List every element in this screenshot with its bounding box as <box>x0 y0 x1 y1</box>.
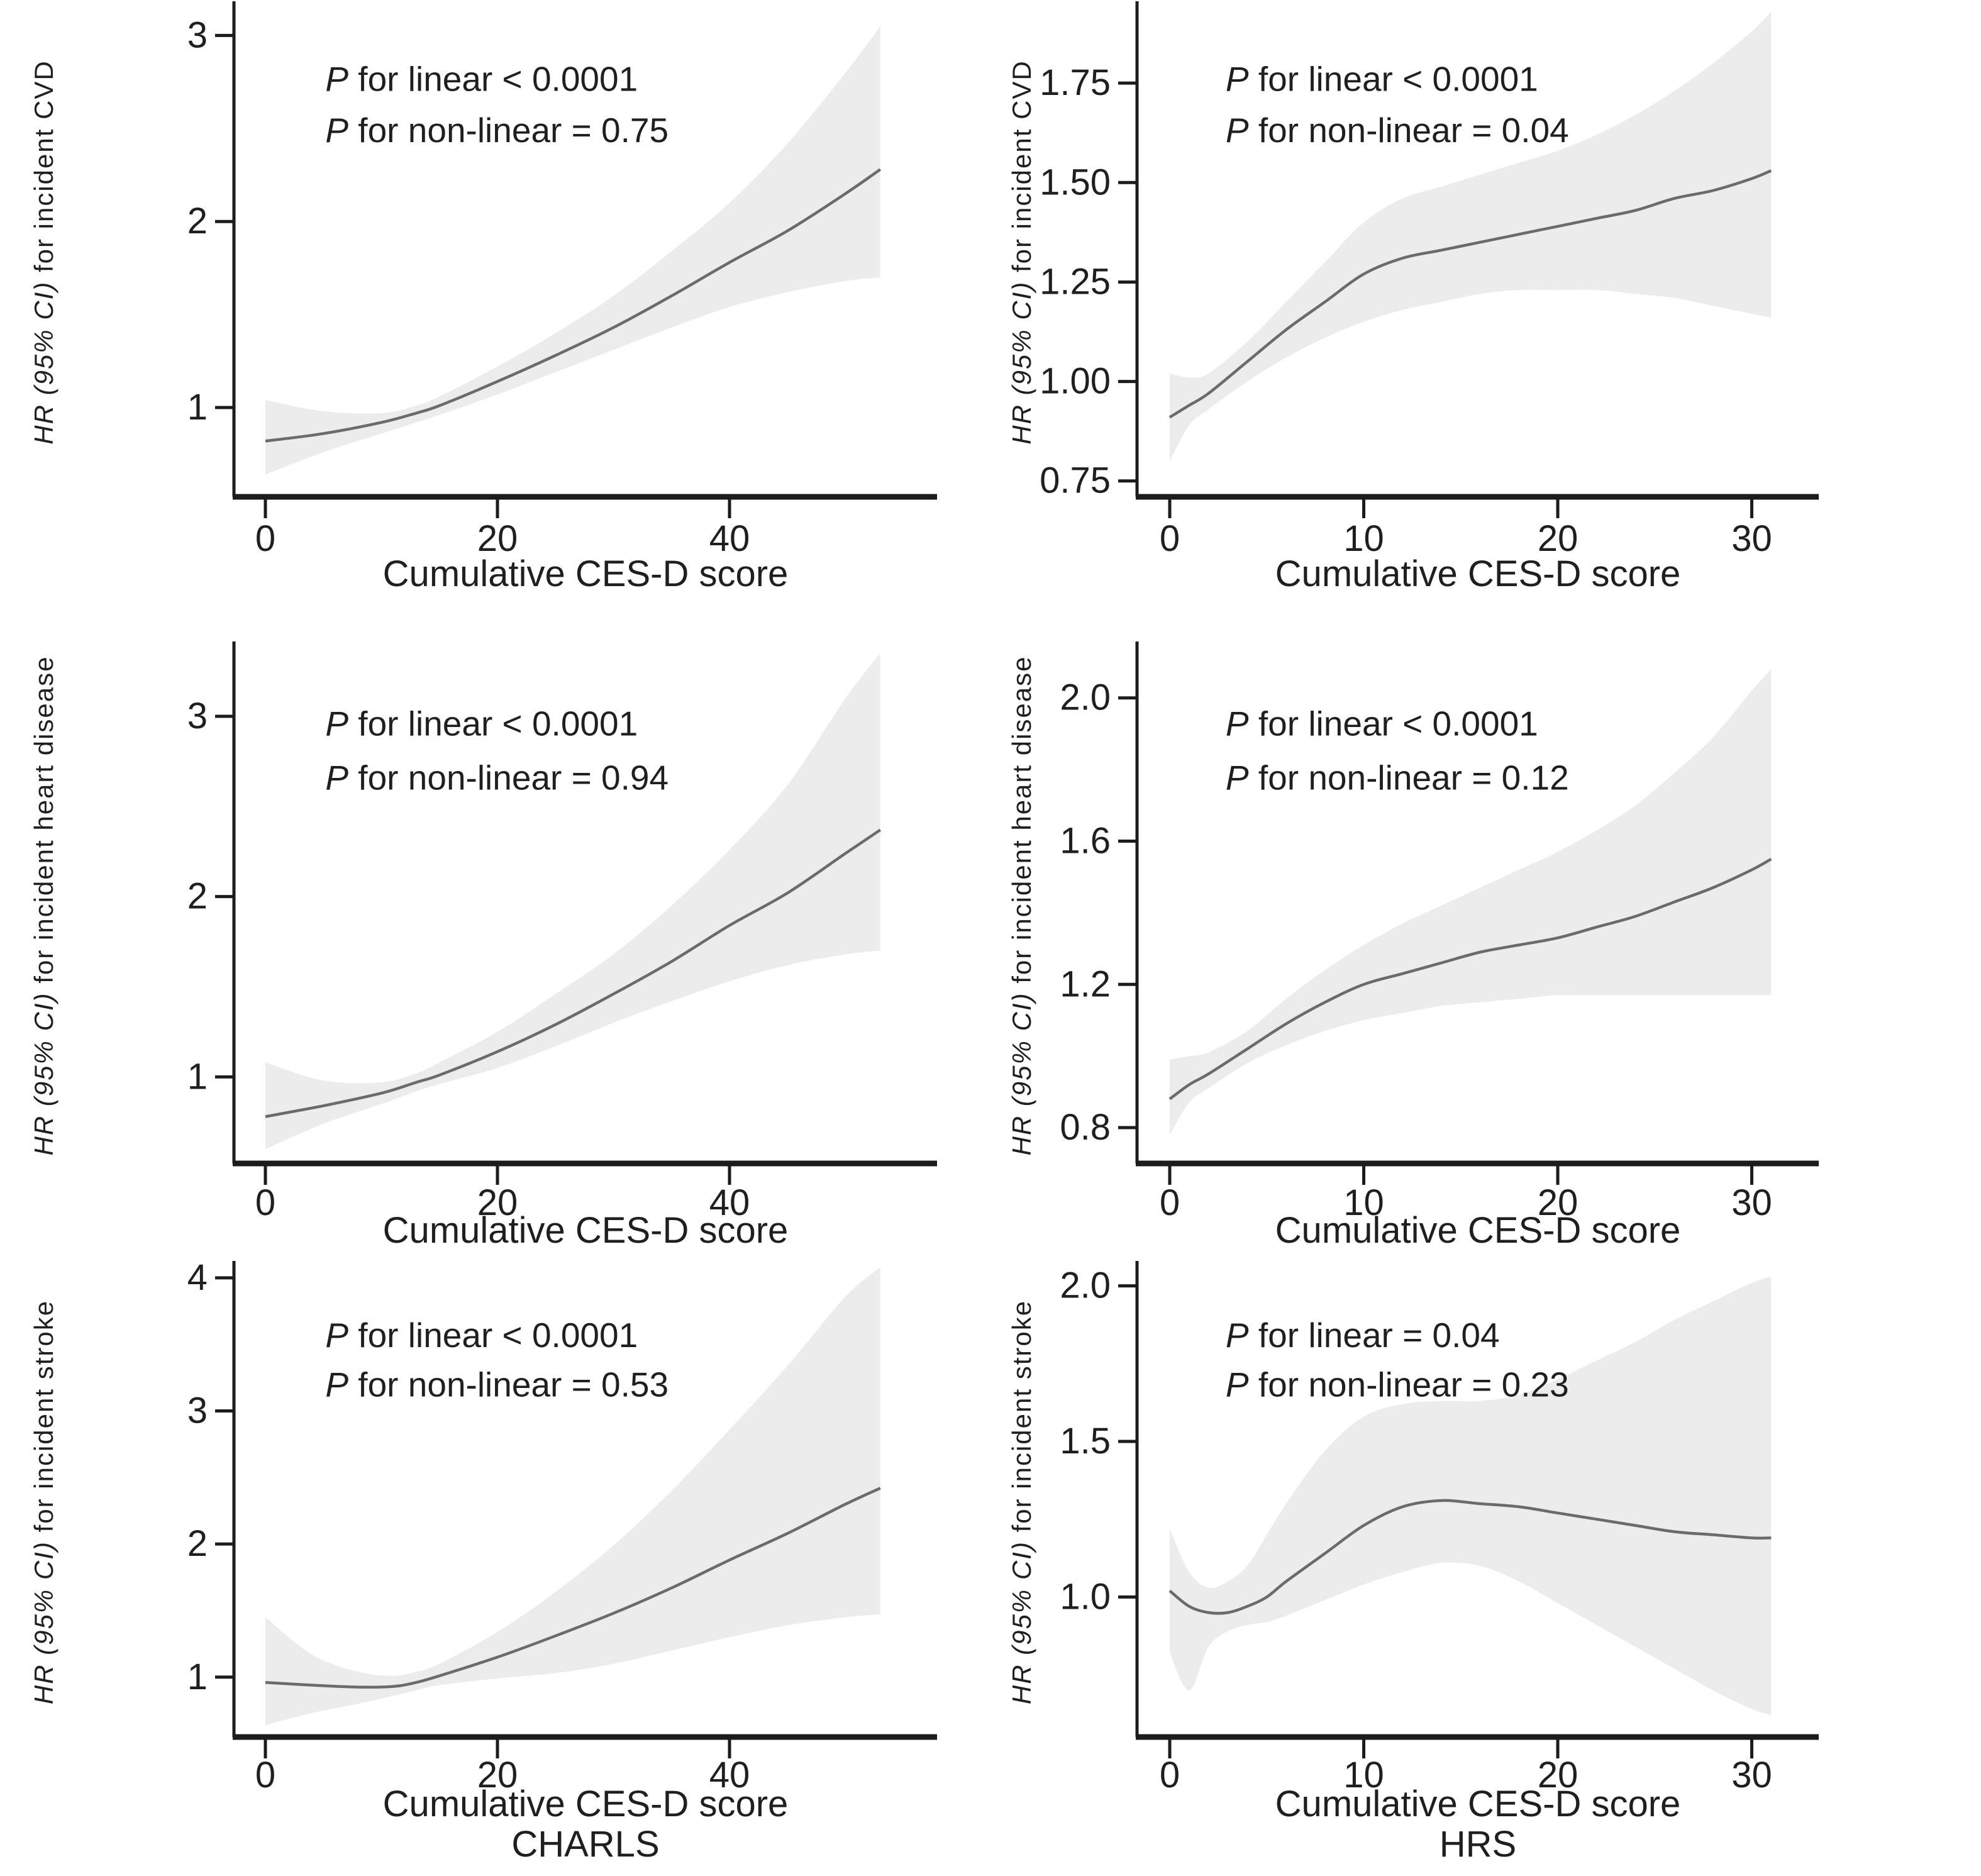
x-tick-label: 20 <box>477 518 518 559</box>
hr-curve <box>1168 1499 1772 1615</box>
x-tick-label: 40 <box>709 1182 750 1223</box>
x-axis-title: Cumulative CES-D score <box>383 553 789 594</box>
x-tick-label: 20 <box>477 1755 518 1796</box>
x-tick-label: 0 <box>1160 1755 1180 1796</box>
y-tick-label: 1.6 <box>1060 821 1111 862</box>
panel-charls-heart-disease: 1 2 3 0 20 40 P for linear < 0.0001 P for non-l… <box>0 604 991 1258</box>
y-axis-title: HR (95% CI) for incident CVD <box>1007 60 1036 445</box>
x-tick-label: 20 <box>1538 518 1579 559</box>
charls-cvd-chart: 1 2 3 0 20 40 P for linear < 0.0001 P for non-l… <box>29 1 937 594</box>
y-tick-label: 2 <box>187 876 208 917</box>
x-tick-label: 0 <box>255 1182 275 1223</box>
ci-band <box>265 26 880 475</box>
panel-hrs-stroke: 1.0 1.5 2.0 0 10 20 30 P for linear = 0.04 P for… <box>991 1258 1981 1876</box>
y-tick-label: 2 <box>187 1523 208 1564</box>
p-nonlinear-annotation: P for non-linear = 0.53 <box>325 1365 669 1404</box>
x-axis-title: Cumulative CES-D score <box>1275 553 1681 594</box>
y-axis-title: HR (95% CI) for incident heart disease <box>29 656 58 1156</box>
y-tick-label: 1.75 <box>1040 62 1111 103</box>
cohort-label: CHARLS <box>511 1824 659 1865</box>
y-tick-label: 3 <box>187 696 208 736</box>
cohort-label: HRS <box>1440 1824 1516 1865</box>
y-tick-label: 2.0 <box>1060 677 1111 718</box>
y-axis-title: HR (95% CI) for incident heart disease <box>1007 656 1036 1156</box>
x-tick-label: 10 <box>1343 1182 1384 1223</box>
ci-band <box>1170 11 1772 462</box>
x-tick-label: 0 <box>1160 1182 1180 1223</box>
y-tick-label: 2.0 <box>1060 1265 1111 1306</box>
x-tick-label: 20 <box>1538 1182 1579 1223</box>
y-tick-label: 1.0 <box>1060 1576 1111 1617</box>
x-axis-title: Cumulative CES-D score <box>383 1210 789 1251</box>
y-axis-title: HR (95% CI) for incident stroke <box>29 1300 58 1704</box>
p-linear-annotation: P for linear < 0.0001 <box>1226 704 1538 743</box>
y-tick-label: 0.8 <box>1060 1107 1111 1148</box>
y-tick-label: 1 <box>187 387 208 428</box>
hr-curve <box>265 828 882 1118</box>
ci-band <box>1170 1276 1772 1716</box>
ci-band <box>1170 669 1772 1135</box>
y-tick-label: 1 <box>187 1657 208 1697</box>
p-linear-annotation: P for linear < 0.0001 <box>1226 59 1538 98</box>
y-tick-label: 4 <box>187 1258 208 1298</box>
hr-curve <box>1168 169 1772 419</box>
x-tick-label: 0 <box>1160 518 1180 559</box>
panel-hrs-cvd: 0.75 1.00 1.25 1.50 1.75 0 10 20 30 P for linear … <box>991 0 1981 604</box>
x-axis-title: Cumulative CES-D score <box>383 1784 789 1824</box>
p-linear-annotation: P for linear < 0.0001 <box>325 704 638 743</box>
hrs-cvd-chart: 0.75 1.00 1.25 1.50 1.75 0 10 20 30 P for linear … <box>1007 1 1819 594</box>
y-tick-label: 3 <box>187 1390 208 1431</box>
y-axis-title: HR (95% CI) for incident stroke <box>1007 1300 1036 1704</box>
x-tick-label: 10 <box>1343 1755 1384 1796</box>
p-linear-annotation: P for linear < 0.0001 <box>325 1316 638 1355</box>
x-axis-title: Cumulative CES-D score <box>1275 1210 1681 1251</box>
p-nonlinear-annotation: P for non-linear = 0.04 <box>1226 111 1569 150</box>
x-tick-label: 30 <box>1731 1755 1772 1796</box>
p-nonlinear-annotation: P for non-linear = 0.94 <box>325 758 669 797</box>
panel-hrs-heart-disease: 0.8 1.2 1.6 2.0 0 10 20 30 P for linear < 0.0001… <box>991 604 1981 1258</box>
hr-curve <box>1168 858 1772 1101</box>
y-tick-label: 2 <box>187 201 208 241</box>
hrs-heart-disease-chart: 0.8 1.2 1.6 2.0 0 10 20 30 P for linear < 0.0001… <box>1007 641 1819 1251</box>
x-tick-label: 30 <box>1731 1182 1772 1223</box>
p-linear-annotation: P for linear = 0.04 <box>1226 1316 1500 1355</box>
y-axis-title: HR (95% CI) for incident CVD <box>29 60 58 445</box>
hr-curve <box>265 1487 881 1689</box>
hr-curve <box>265 168 882 443</box>
x-tick-label: 40 <box>709 1755 750 1796</box>
y-tick-label: 3 <box>187 14 208 55</box>
x-tick-label: 0 <box>255 518 275 559</box>
p-nonlinear-annotation: P for non-linear = 0.23 <box>1226 1365 1569 1404</box>
p-linear-annotation: P for linear < 0.0001 <box>325 59 638 98</box>
charls-heart-disease-chart: 1 2 3 0 20 40 P for linear < 0.0001 P for non-l… <box>29 641 937 1251</box>
panel-charls-cvd: 1 2 3 0 20 40 P for linear < 0.0001 P for non-l… <box>0 0 991 604</box>
y-tick-label: 1.5 <box>1060 1421 1111 1462</box>
y-tick-label: 1.00 <box>1040 361 1111 402</box>
x-tick-label: 40 <box>709 518 750 559</box>
p-nonlinear-annotation: P for non-linear = 0.12 <box>1226 758 1569 797</box>
x-axis-title: Cumulative CES-D score <box>1275 1784 1681 1824</box>
y-tick-label: 0.75 <box>1040 460 1111 501</box>
x-tick-label: 10 <box>1343 518 1384 559</box>
ci-band <box>265 653 880 1150</box>
hrs-stroke-chart: 1.0 1.5 2.0 0 10 20 30 P for linear = 0.04 P for… <box>1007 1261 1819 1865</box>
x-tick-label: 30 <box>1731 518 1772 559</box>
x-tick-label: 0 <box>255 1755 275 1796</box>
y-tick-label: 1.2 <box>1060 963 1111 1004</box>
y-tick-label: 1.50 <box>1040 162 1111 203</box>
p-nonlinear-annotation: P for non-linear = 0.75 <box>325 111 669 150</box>
panel-charls-stroke: 1 2 3 4 0 20 40 P for linear < 0.0001 P for non-… <box>0 1258 991 1876</box>
x-tick-label: 20 <box>477 1182 518 1223</box>
ci-band <box>265 1267 880 1725</box>
y-tick-label: 1.25 <box>1040 261 1111 302</box>
x-tick-label: 20 <box>1538 1755 1579 1796</box>
y-tick-label: 1 <box>187 1056 208 1097</box>
